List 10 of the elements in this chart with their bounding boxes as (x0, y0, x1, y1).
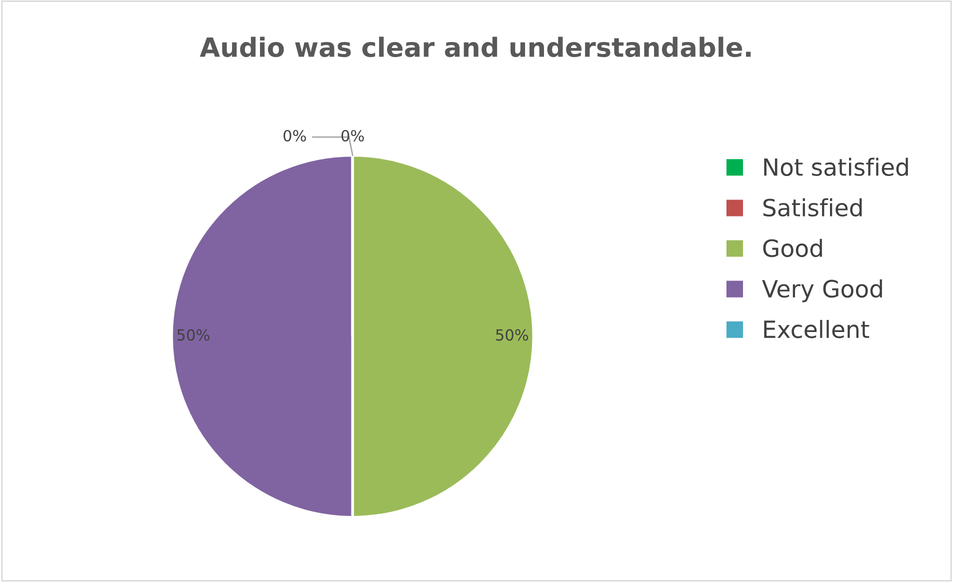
legend-label: Excellent (764, 320, 870, 338)
chart-title: Audio was clear and understandable. (200, 36, 751, 58)
text: 0% (342, 130, 364, 142)
legend-label: Not satisfied (764, 158, 908, 176)
data-label: 50% (177, 329, 210, 341)
legend-label: Very Good (762, 279, 882, 302)
data-label: 50% (496, 329, 528, 341)
text: 0% (284, 130, 306, 142)
legend-label: Good (763, 238, 822, 258)
legend-label: Satisfied (763, 198, 862, 217)
